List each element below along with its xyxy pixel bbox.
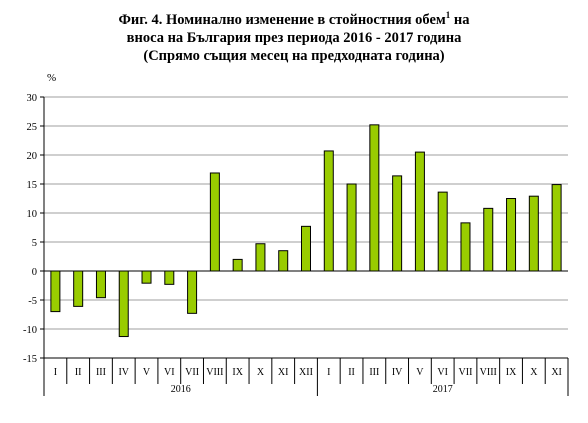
y-tick-label: 20 [27,151,38,162]
title-line-1-text: Фиг. 4. Номинално изменение в стойностни… [118,12,446,28]
bar-16 [392,175,403,272]
bar-6 [164,270,175,285]
bar-3 [95,270,106,299]
x-tick-label: IV [118,367,129,378]
bar-23 [551,184,562,272]
bar-8 [209,172,220,272]
y-tick-label: -15 [23,354,37,365]
x-tick-label: X [257,367,265,378]
title-line-3: (Спрямо същия месец на предходната годин… [143,48,445,64]
y-tick-label: 5 [32,238,37,249]
chart-title: Фиг. 4. Номинално изменение в стойностни… [0,11,588,65]
bar-2 [73,270,84,307]
bar-14 [346,183,357,272]
bar-10 [255,243,266,272]
y-tick-label: 25 [27,122,38,133]
bar-18 [437,191,448,272]
x-tick-label: III [96,367,106,378]
x-tick-label: X [530,367,538,378]
y-axis-label: % [47,72,56,84]
bar-11 [278,250,289,272]
x-tick-label: II [348,367,355,378]
x-tick-label: VI [437,367,448,378]
group-label-2016: 2016 [171,384,191,395]
y-tick-label: 15 [27,180,38,191]
bar-9 [232,258,243,272]
bar-7 [187,270,198,314]
bars [50,124,562,338]
title-line-2: вноса на България през периода 2016 - 20… [126,30,462,46]
bar-1 [50,270,61,313]
y-tick-label: 0 [32,267,37,278]
bar-5 [141,270,152,284]
bar-22 [528,195,539,272]
y-tick-label: 10 [27,209,38,220]
y-axis: -15 -10 -5 0 5 10 15 20 25 30 [23,93,45,365]
y-tick-label: 30 [27,93,38,104]
group-label-2017: 2017 [433,384,453,395]
title-line-1: Фиг. 4. Номинално изменение в стойностни… [0,11,588,29]
bar-17 [414,151,425,272]
x-tick-label: XI [551,367,562,378]
x-tick-label: IX [506,367,517,378]
title-line-1-end: на [450,12,470,28]
bar-13 [323,150,334,272]
x-tick-label: IX [232,367,243,378]
x-tick-label: VII [459,367,473,378]
x-tick-label: XI [278,367,289,378]
y-tick-label: -10 [23,325,37,336]
bar-19 [460,222,471,272]
x-tick-label: VII [185,367,199,378]
y-tick-label: -5 [28,296,37,307]
x-tick-label: VIII [206,367,223,378]
bar-12 [301,225,311,272]
x-tick-label: I [327,367,330,378]
x-tick-label: V [416,367,424,378]
bar-15 [369,124,380,272]
gridlines [44,96,568,359]
bar-20 [483,207,494,272]
x-tick-label: III [369,367,379,378]
x-tick-label: V [143,367,151,378]
bar-21 [506,198,517,272]
x-tick-label: XII [299,367,313,378]
x-tick-label: I [54,367,57,378]
x-tick-label: IV [392,367,403,378]
x-tick-label: VIII [480,367,497,378]
bar-4 [118,270,129,338]
x-tick-label: VI [164,367,175,378]
x-tick-label: II [75,367,82,378]
x-axis: I II III IV V VI VII VIII IX X XI XII I II III IV V VI VII… [43,270,569,396]
title-footnote-marker: 1 [445,10,451,21]
